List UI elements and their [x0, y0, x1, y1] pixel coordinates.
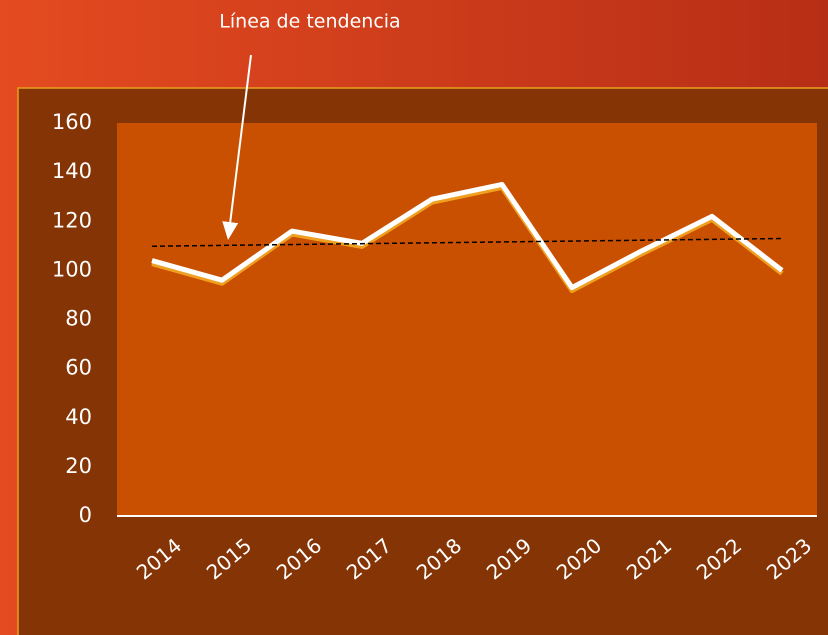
y-tick-label: 80: [65, 307, 92, 331]
y-tick-label: 160: [52, 110, 92, 134]
y-tick-label: 20: [65, 454, 92, 478]
annotation: Línea de tendencia: [219, 11, 400, 33]
y-tick-label: 60: [65, 356, 92, 380]
trend-line: [151, 237, 783, 248]
line: [151, 181, 784, 291]
y-tick-label: 140: [52, 159, 92, 183]
y-tick-label: 120: [52, 208, 92, 232]
y-tick-label: 40: [65, 405, 92, 429]
y-tick-label: 100: [52, 257, 92, 281]
annotation-arrow: [222, 54, 252, 240]
y-tick-label: 0: [79, 503, 92, 527]
